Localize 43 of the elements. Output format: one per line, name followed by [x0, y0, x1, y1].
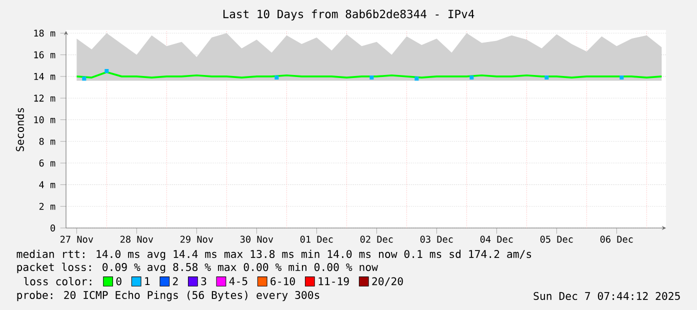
legend-label: 6-10	[270, 277, 295, 286]
y-tick-label: 4 m	[39, 181, 56, 188]
chart-title: Last 10 Days from 8ab6b2de8344 - IPv4	[223, 10, 474, 20]
text: median rtt: 14.0 ms avg 14.4 ms max 13.8 ms min 14.0 ms now 0.1 ms sd 174.2 am/s	[16, 250, 532, 260]
x-tick-label: 28 Nov	[120, 236, 154, 243]
legend-label: 2	[173, 277, 178, 286]
y-tick-label: 0	[50, 224, 56, 232]
y-tick-label: 12 m	[34, 94, 56, 102]
x-tick-label: 06 Dec	[600, 236, 633, 243]
x-tick-label: 30 Nov	[240, 236, 274, 243]
point	[470, 76, 474, 80]
text: packet loss: 0.09 % avg 8.58 % max 0.00 % min 0.00 % now	[17, 262, 378, 274]
y-tick-label: 18 m	[34, 30, 56, 37]
point	[544, 76, 549, 80]
legend-title: loss color:	[24, 277, 92, 286]
point	[82, 76, 86, 81]
y-axis-title: Seconds	[16, 108, 24, 152]
x-tick-label: 29 Nov	[180, 236, 214, 243]
legend-label: 3	[201, 277, 206, 286]
legend-label: 11-19	[318, 277, 349, 286]
text: Sun Dec 7 07:44:12 2025	[534, 292, 680, 300]
point	[620, 76, 624, 80]
point	[370, 76, 374, 80]
point	[414, 76, 419, 81]
y-tick-label: 8 m	[39, 138, 56, 145]
text: probe: 20 ICMP Echo Pings (56 Bytes) every 300s	[17, 290, 320, 302]
legend-label: 20/20	[372, 277, 403, 286]
x-tick-label: 02 Dec	[360, 236, 393, 243]
y-tick-label: 6 m	[39, 160, 56, 167]
point	[104, 69, 109, 74]
y-tick-label: 2 m	[39, 202, 56, 210]
legend-label: 4-5	[229, 277, 248, 286]
y-tick-label: 14 m	[34, 73, 56, 80]
legend-label: 0	[116, 277, 122, 286]
x-tick-label: 04 Dec	[480, 236, 513, 243]
x-tick-label: 01 Dec	[300, 236, 333, 243]
legend-label: 1	[145, 277, 150, 286]
x-tick-label: 05 Dec	[540, 236, 573, 243]
y-tick-label: 10 m	[34, 116, 56, 124]
point	[274, 76, 279, 80]
y-tick-label: 16 m	[34, 51, 56, 58]
x-tick-label: 03 Dec	[420, 236, 453, 243]
x-tick-label: 27 Nov	[60, 236, 94, 243]
